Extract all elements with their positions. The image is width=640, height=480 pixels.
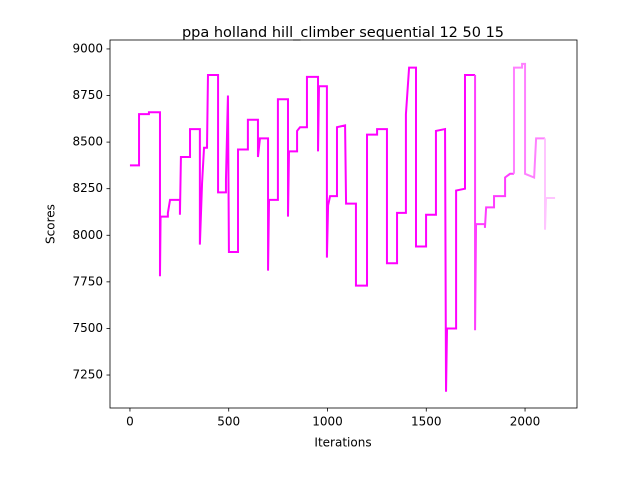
x-tick-label: 2000 bbox=[510, 415, 541, 429]
y-tick-label: 9000 bbox=[72, 41, 103, 55]
y-tick-label: 8500 bbox=[72, 135, 103, 149]
x-tick-label: 0 bbox=[126, 415, 134, 429]
data-line bbox=[544, 138, 556, 230]
y-tick-label: 7500 bbox=[72, 321, 103, 335]
y-axis-label: Scores bbox=[44, 204, 58, 244]
x-tick-label: 1500 bbox=[411, 415, 442, 429]
axes-frame bbox=[109, 39, 578, 409]
data-line bbox=[474, 75, 514, 331]
chart-title: ppa holland hill_climber sequential 12 5… bbox=[182, 25, 504, 41]
y-tick-label: 8000 bbox=[72, 228, 103, 242]
data-line bbox=[512, 62, 545, 179]
x-tick-label: 500 bbox=[217, 415, 240, 429]
data-line bbox=[129, 66, 476, 392]
y-tick-label: 7250 bbox=[72, 368, 103, 382]
y-tick-label: 7750 bbox=[72, 274, 103, 288]
x-tick-label: 1000 bbox=[312, 415, 343, 429]
y-tick-label: 8250 bbox=[72, 181, 103, 195]
x-axis-label: Iterations bbox=[314, 436, 371, 450]
y-tick-label: 8750 bbox=[72, 88, 103, 102]
